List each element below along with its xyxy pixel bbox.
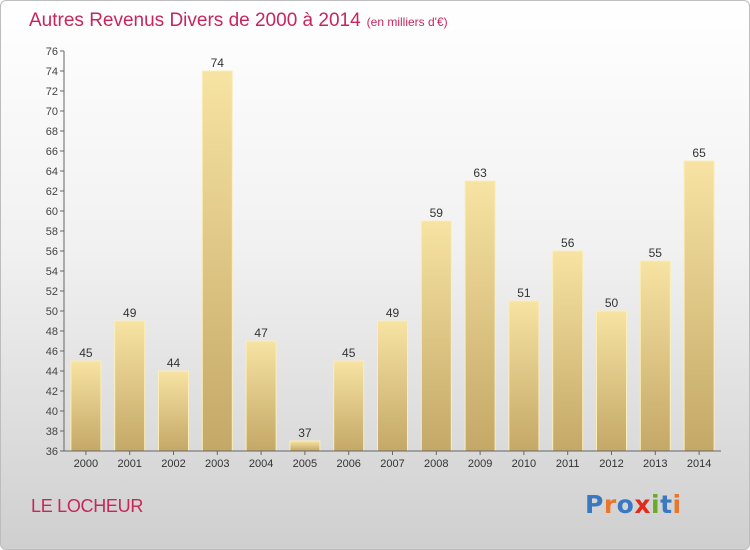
bar-value-label: 59	[430, 206, 444, 220]
y-tick-label: 50	[46, 306, 58, 318]
y-axis: 36 38 40 42 44 46 48 50 52 54 56 58 60 62 64 66 68 70 72 74…	[46, 46, 65, 458]
y-tick-label: 36	[46, 446, 58, 458]
bar-value-label: 45	[79, 346, 93, 360]
logo-letter: r	[603, 490, 617, 519]
bar-value-label: 65	[692, 146, 706, 160]
bar	[552, 250, 584, 452]
x-tick-label: 2000	[74, 458, 98, 470]
bar	[464, 180, 496, 452]
x-tick-label: 2007	[380, 458, 404, 470]
x-tick-label: 2013	[643, 458, 667, 470]
chart-subtitle: (en milliers d'€)	[366, 15, 448, 29]
x-tick-label: 2004	[249, 458, 273, 470]
y-tick-label: 38	[46, 426, 58, 438]
x-tick-label: 2006	[336, 458, 360, 470]
bar-value-label: 63	[473, 166, 487, 180]
x-tick-label: 2012	[599, 458, 623, 470]
x-tick-label: 2014	[687, 458, 711, 470]
proxiti-logo: Proxiti	[585, 490, 682, 519]
y-tick-label: 64	[46, 166, 58, 178]
y-tick-label: 72	[46, 86, 58, 98]
bar	[683, 160, 715, 452]
bar-value-label: 56	[561, 236, 575, 250]
bar-value-label: 45	[342, 346, 356, 360]
y-tick-label: 70	[46, 106, 58, 118]
y-tick-label: 46	[46, 346, 58, 358]
bar-value-label: 55	[649, 246, 663, 260]
y-tick-label: 62	[46, 186, 58, 198]
logo-letter: i	[672, 490, 682, 519]
logo-letter: t	[660, 490, 673, 519]
y-tick-label: 40	[46, 406, 58, 418]
bar-value-label: 50	[605, 296, 619, 310]
y-tick-label: 58	[46, 226, 58, 238]
logo-letter: o	[616, 490, 635, 519]
y-tick-label: 76	[46, 46, 58, 58]
logo-letter: x	[634, 490, 651, 519]
y-tick-label: 56	[46, 246, 58, 258]
x-tick-label: 2009	[468, 458, 492, 470]
y-tick-label: 52	[46, 286, 58, 298]
bar	[289, 440, 321, 452]
x-tick-label: 2008	[424, 458, 448, 470]
x-tick-label: 2005	[293, 458, 317, 470]
bar	[377, 320, 408, 452]
bar	[158, 370, 189, 452]
x-tick-label: 2002	[161, 458, 185, 470]
y-tick-label: 42	[46, 386, 58, 398]
bar	[420, 220, 452, 452]
bar	[639, 260, 671, 452]
logo-letter: P	[585, 490, 604, 519]
bar-value-label: 49	[386, 306, 400, 320]
y-tick-label: 54	[46, 266, 58, 278]
y-tick-label: 74	[46, 66, 58, 78]
bar-value-label: 49	[123, 306, 137, 320]
bar	[333, 360, 365, 452]
y-tick-label: 66	[46, 146, 58, 158]
bar	[508, 300, 540, 452]
chart-title: Autres Revenus Divers de 2000 à 2014 (en …	[29, 10, 448, 32]
y-tick-label: 60	[46, 206, 58, 218]
x-tick-label: 2001	[117, 458, 141, 470]
x-tick-label: 2003	[205, 458, 229, 470]
y-tick-label: 48	[46, 326, 58, 338]
chart-title-text: Autres Revenus Divers de 2000 à 2014	[29, 10, 361, 31]
logo-letter: i	[651, 490, 661, 519]
location-label: LE LOCHEUR	[31, 496, 144, 516]
y-tick-label: 44	[46, 366, 58, 378]
bar-value-label: 44	[167, 356, 181, 370]
x-axis: 2000 2001 2002 2003 2004 2005 2006 2007 2008 2009…	[64, 450, 721, 470]
bar-value-label: 74	[211, 56, 225, 70]
bar	[596, 310, 627, 452]
bars-group: 45 49 44 74 47 37 45 49 59 63 51 56 50 55 65	[70, 56, 715, 452]
x-tick-label: 2010	[512, 458, 536, 470]
bar-value-label: 37	[298, 426, 312, 440]
y-tick-label: 68	[46, 126, 58, 138]
bar	[70, 360, 102, 452]
bar	[114, 320, 146, 452]
bar	[245, 340, 277, 452]
bar-value-label: 47	[254, 326, 268, 340]
bar-value-label: 51	[517, 286, 531, 300]
bar	[201, 70, 233, 452]
x-tick-label: 2011	[556, 458, 580, 470]
